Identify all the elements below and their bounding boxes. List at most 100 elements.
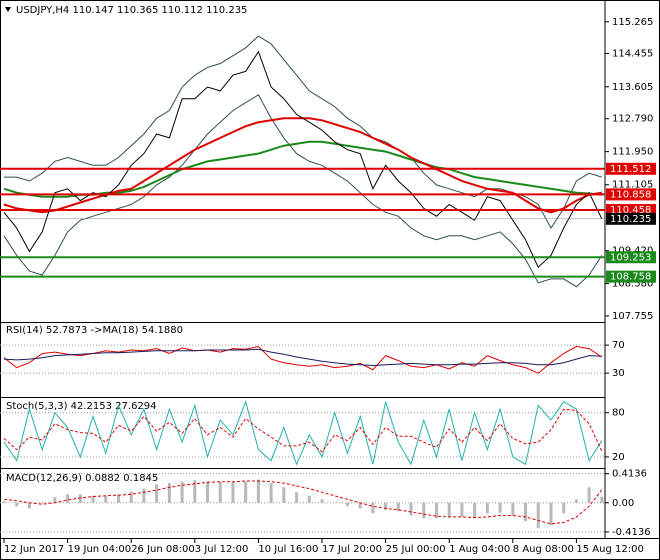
- panel-title: MACD(12,26,9) 0.0882 0.1845: [6, 473, 158, 484]
- histogram-bar: [549, 502, 553, 526]
- series-line: [4, 35, 602, 229]
- x-tick-label: 25 Jul 00:00: [386, 544, 446, 555]
- x-tick-label: 19 Jun 04:00: [68, 544, 132, 555]
- series-line: [3, 50, 603, 269]
- histogram-bar: [498, 502, 502, 513]
- histogram-bar: [206, 481, 210, 503]
- histogram-bar: [142, 488, 146, 503]
- y-tick-label: 0.4136: [612, 469, 647, 480]
- histogram-bar: [447, 502, 451, 517]
- histogram-bar: [116, 494, 120, 503]
- level-label: 110.458: [610, 205, 651, 216]
- price-box: [606, 212, 656, 225]
- level-box: [606, 188, 656, 201]
- histogram-bar: [155, 484, 159, 503]
- histogram-bar: [180, 481, 184, 503]
- histogram-bar: [536, 502, 540, 529]
- histogram-bar: [371, 502, 375, 514]
- y-tick-label: 107.755: [612, 311, 653, 322]
- x-tick-label: 1 Aug 04:00: [449, 544, 510, 555]
- x-tick-label: 17 Jul 20:00: [322, 544, 382, 555]
- histogram-bar: [91, 495, 95, 503]
- y-tick-label: 113.605: [612, 82, 653, 93]
- histogram-bar: [78, 494, 82, 503]
- y-tick-label: 109.420: [612, 246, 653, 257]
- histogram-bar: [511, 502, 515, 516]
- series-line: [3, 408, 603, 453]
- histogram-bar: [320, 499, 324, 503]
- x-tick-label: 3 Jul 12:00: [195, 544, 249, 555]
- y-tick-label: 114.455: [612, 49, 653, 60]
- x-tick-label: 15 Aug 12:00: [576, 544, 643, 555]
- histogram-bar: [409, 502, 413, 516]
- y-tick-label: 111.950: [612, 147, 653, 158]
- panel-title: Stoch(5,3,3) 42.2153 27.6294: [6, 401, 157, 412]
- histogram-bar: [167, 483, 171, 503]
- level-box: [606, 162, 656, 175]
- x-tick-label: 10 Jul 16:00: [258, 544, 318, 555]
- histogram-bar: [600, 496, 604, 503]
- price-label: 110.235: [610, 214, 651, 225]
- series-line: [3, 400, 603, 466]
- histogram-bar: [27, 502, 31, 509]
- y-tick-label: -0.4136: [612, 527, 651, 538]
- y-tick-label: 108.580: [612, 279, 653, 290]
- y-tick-label: 111.105: [612, 180, 653, 191]
- histogram-bar: [53, 497, 57, 503]
- series-line: [3, 345, 603, 374]
- histogram-bar: [231, 481, 235, 503]
- histogram-bar: [396, 502, 400, 512]
- histogram-bar: [295, 492, 299, 503]
- histogram-bar: [384, 502, 388, 510]
- histogram-bar: [244, 481, 248, 503]
- histogram-bar: [193, 480, 197, 503]
- level-box: [606, 270, 656, 283]
- histogram-bar: [104, 495, 108, 503]
- histogram-bar: [269, 483, 273, 503]
- panel-title: RSI(14) 52.7873 ->MA(18) 54.1880: [6, 325, 183, 336]
- level-box: [606, 251, 656, 264]
- y-tick-label: 112.790: [612, 114, 653, 125]
- x-tick-label: 12 Jun 2017: [4, 544, 64, 555]
- level-label: 108.758: [610, 272, 651, 283]
- histogram-bar: [218, 481, 222, 503]
- histogram-bar: [574, 499, 578, 503]
- histogram-bar: [460, 502, 464, 517]
- y-tick-label: 20: [612, 452, 625, 463]
- histogram-bar: [345, 502, 349, 507]
- level-label: 110.858: [610, 189, 651, 200]
- y-tick-label: 80: [612, 408, 625, 419]
- histogram-bar: [524, 502, 528, 522]
- histogram-bar: [358, 502, 362, 509]
- level-label: 109.253: [610, 252, 651, 263]
- level-label: 111.512: [610, 164, 651, 175]
- chart-title: USDJPY,H4 110.147 110.365 110.112 110.23…: [16, 5, 247, 16]
- histogram-bar: [66, 494, 70, 503]
- histogram-bar: [562, 502, 566, 514]
- histogram-bar: [434, 502, 438, 519]
- y-tick-label: 70: [612, 340, 625, 351]
- y-tick-label: 30: [612, 368, 625, 379]
- histogram-bar: [129, 491, 133, 503]
- histogram-bar: [40, 502, 44, 504]
- histogram-bar: [473, 502, 477, 519]
- y-tick-label: 115.265: [612, 17, 653, 28]
- menu-arrow: [5, 7, 11, 12]
- x-tick-label: 26 Jun 08:00: [131, 544, 195, 555]
- histogram-bar: [15, 502, 19, 507]
- histogram-bar: [2, 501, 6, 503]
- series-line: [3, 140, 602, 198]
- histogram-bar: [256, 479, 260, 503]
- x-tick-label: 8 Aug 08:00: [513, 544, 574, 555]
- histogram-bar: [587, 487, 591, 503]
- histogram-bar: [307, 495, 311, 503]
- histogram-bar: [422, 502, 426, 519]
- series-line: [3, 480, 603, 525]
- series-line: [3, 94, 603, 288]
- histogram-bar: [282, 487, 286, 503]
- histogram-bar: [333, 502, 337, 504]
- series-line: [3, 348, 602, 367]
